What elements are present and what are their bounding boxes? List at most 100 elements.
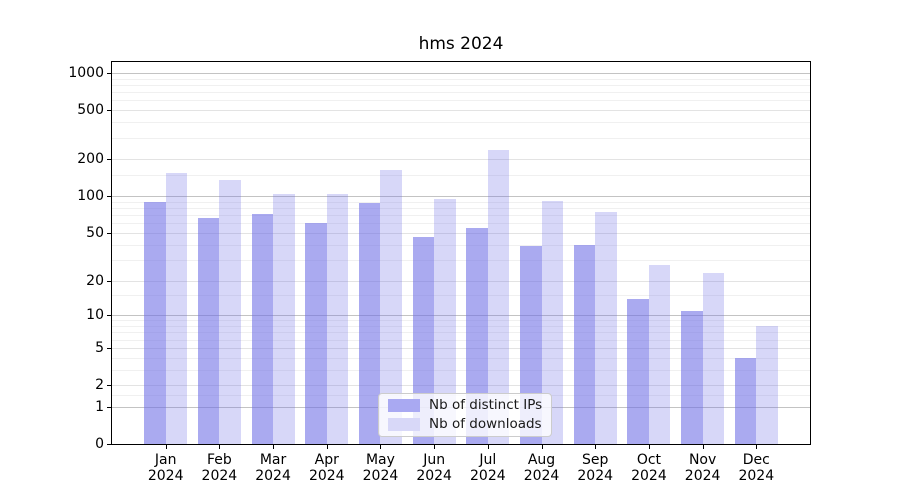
bar-dec-downloads [756, 326, 778, 444]
y-tick [107, 159, 111, 161]
y-tick [107, 110, 111, 112]
bar-feb-distinct-ips [197, 218, 220, 444]
y-tick-label: 1000 [68, 65, 104, 82]
y-tick [107, 73, 111, 75]
y-tick-label: 500 [77, 102, 104, 119]
bar-aug-downloads [541, 201, 563, 444]
gridline-major [112, 159, 810, 161]
gridline-minor [112, 78, 810, 80]
x-tick [165, 445, 167, 449]
x-tick-label: Jul 2024 [470, 452, 506, 484]
y-tick [107, 406, 111, 408]
gridline-minor [112, 357, 810, 359]
gridline-decade [112, 196, 810, 198]
legend-swatch-distinct-ips [388, 399, 420, 412]
gridline-major [112, 347, 810, 349]
bar-jun-downloads [434, 198, 456, 444]
gridline-major [112, 110, 810, 112]
bar-mar-distinct-ips [251, 214, 274, 444]
x-tick [756, 445, 758, 449]
x-tick [219, 445, 221, 449]
y-tick [107, 347, 111, 349]
y-tick-label: 100 [77, 188, 104, 205]
legend-item-downloads: Nb of downloads [388, 417, 551, 432]
gridline-minor [112, 369, 810, 371]
gridline-major [112, 385, 810, 387]
gridline-minor [112, 332, 810, 334]
x-tick-label: Nov 2024 [684, 452, 721, 484]
gridline-decade [112, 73, 810, 75]
gridline-minor [112, 174, 810, 176]
y-tick-label: 20 [86, 272, 104, 289]
x-tick-label: May 2024 [362, 452, 399, 484]
bar-jan-distinct-ips [144, 201, 166, 444]
x-tick [595, 445, 597, 449]
gridline-minor [112, 208, 810, 210]
bar-may-downloads [380, 169, 402, 444]
gridline-minor [112, 223, 810, 225]
x-tick-label: Sep 2024 [577, 452, 614, 484]
y-tick-label: 0 [95, 436, 104, 452]
bar-nov-distinct-ips [681, 310, 703, 444]
gridline-minor [112, 100, 810, 102]
x-tick-label: Aug 2024 [523, 452, 560, 484]
y-tick-label: 2 [95, 377, 104, 394]
bar-jan-downloads [165, 172, 188, 444]
bar-mar-downloads [273, 193, 295, 444]
x-tick [541, 445, 543, 449]
x-tick [380, 445, 382, 449]
legend-swatch-downloads [388, 418, 420, 431]
gridline-minor [112, 92, 810, 94]
gridline-minor [112, 85, 810, 87]
gridline-minor [112, 201, 810, 203]
x-tick-label: Feb 2024 [201, 452, 238, 484]
gridline-minor [112, 215, 810, 217]
bar-nov-downloads [702, 273, 725, 444]
x-tick-label: Jan 2024 [147, 452, 184, 484]
gridline-minor [112, 339, 810, 341]
x-tick [326, 445, 328, 449]
y-tick [107, 444, 111, 445]
gridline-minor [112, 122, 810, 124]
bar-jul-downloads [487, 150, 510, 444]
bar-apr-downloads [326, 193, 349, 444]
gridline-decade [112, 315, 810, 317]
bar-may-distinct-ips [358, 203, 381, 444]
y-tick [107, 385, 111, 387]
gridline-major [112, 280, 810, 282]
y-tick-label: 1 [95, 398, 104, 415]
bar-dec-distinct-ips [734, 357, 757, 444]
legend-item-distinct-ips: Nb of distinct IPs [388, 398, 551, 413]
gridline-minor [112, 326, 810, 328]
x-tick-label: Jun 2024 [416, 452, 452, 484]
gridline-minor [112, 244, 810, 246]
y-tick [107, 196, 111, 198]
x-tick [434, 445, 436, 449]
bar-jul-distinct-ips [466, 227, 488, 444]
bar-sep-downloads [595, 211, 617, 444]
gridline-major [112, 232, 810, 234]
x-tick-label: Oct 2024 [631, 452, 667, 484]
plot-area [111, 61, 811, 445]
y-tick-label: 10 [86, 307, 104, 324]
y-tick [107, 315, 111, 317]
legend-label-distinct-ips: Nb of distinct IPs [429, 397, 543, 413]
bar-apr-distinct-ips [305, 223, 327, 444]
y-tick-label: 50 [86, 224, 104, 241]
x-tick-label: Mar 2024 [255, 452, 291, 484]
gridline-minor [112, 259, 810, 261]
bar-oct-distinct-ips [627, 298, 649, 444]
chart-title: hms 2024 [418, 34, 504, 54]
x-tick [648, 445, 650, 449]
gridline-minor [112, 320, 810, 322]
x-tick [702, 445, 704, 449]
x-tick [487, 445, 489, 449]
gridline-minor [112, 137, 810, 139]
y-tick-label: 5 [95, 339, 104, 356]
bar-sep-distinct-ips [573, 244, 596, 444]
bar-feb-downloads [219, 180, 241, 444]
x-tick-label: Apr 2024 [308, 452, 345, 484]
x-tick [273, 445, 275, 449]
bar-jun-distinct-ips [412, 237, 435, 444]
